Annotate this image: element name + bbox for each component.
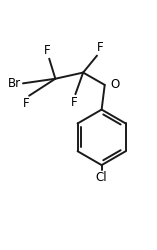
Text: O: O: [110, 78, 119, 91]
Text: F: F: [23, 97, 29, 110]
Text: F: F: [97, 41, 103, 54]
Text: Br: Br: [8, 77, 22, 90]
Text: F: F: [44, 44, 51, 57]
Text: Cl: Cl: [96, 171, 107, 184]
Text: F: F: [70, 96, 77, 109]
